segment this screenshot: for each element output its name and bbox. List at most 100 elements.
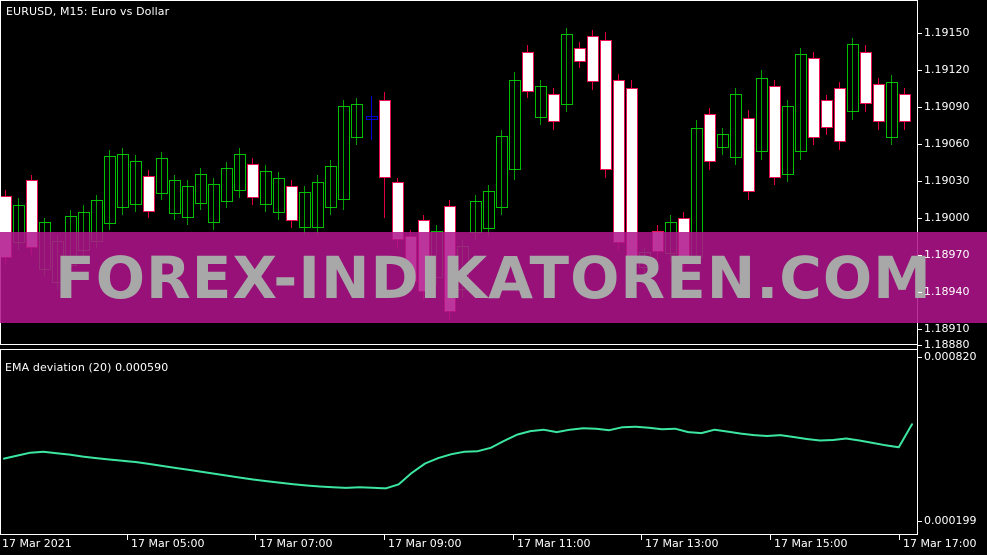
candle-body <box>208 184 220 223</box>
price-axis-tick <box>918 218 922 219</box>
indicator-axis-tick <box>918 521 922 522</box>
candle-body <box>169 180 181 214</box>
candle-body <box>873 84 885 122</box>
watermark-band <box>0 232 987 323</box>
candle-body <box>156 158 168 194</box>
candle-wick <box>722 128 723 155</box>
candle-body <box>587 36 599 82</box>
time-axis-label: 17 Mar 17:00 <box>903 537 977 550</box>
candle-wick <box>735 88 736 165</box>
candle-body <box>496 136 508 208</box>
candle-body <box>600 40 612 170</box>
time-axis-label: 17 Mar 11:00 <box>517 537 591 550</box>
candle-body <box>470 201 482 233</box>
candle-body <box>522 52 534 92</box>
candle-wick <box>891 75 892 145</box>
candle-wick <box>83 205 84 258</box>
candle-wick <box>161 152 162 200</box>
price-axis-tick <box>918 144 922 145</box>
candle-body <box>730 94 742 158</box>
price-axis-label: 1.19060 <box>924 137 970 150</box>
candle-wick <box>200 168 201 210</box>
candle-body <box>509 80 521 170</box>
price-axis-tick <box>918 329 922 330</box>
candle-wick <box>501 130 502 215</box>
candle-wick <box>187 180 188 225</box>
candle-body <box>117 154 129 208</box>
candle-body <box>130 161 142 205</box>
candle-wick <box>304 186 305 235</box>
candle-body <box>379 100 391 178</box>
candle-wick <box>317 175 318 235</box>
candle-body <box>312 182 324 228</box>
time-axis-label: 17 Mar 2021 <box>2 537 72 550</box>
candle-body <box>574 48 586 62</box>
candle-wick <box>265 165 266 212</box>
price-axis-label: 1.18940 <box>924 285 970 298</box>
frame-left-border-lower <box>0 349 1 535</box>
price-pane-title: EURUSD, M15: Euro vs Dollar <box>6 5 170 18</box>
time-axis-tick <box>255 535 256 540</box>
candle-body <box>704 114 716 162</box>
indicator-pane[interactable] <box>1 350 917 534</box>
candle-wick <box>696 120 697 265</box>
candle-body <box>195 174 207 204</box>
candle-body <box>561 34 573 105</box>
candle-body <box>483 191 495 229</box>
candle-wick <box>109 150 110 230</box>
candle-body <box>743 118 755 192</box>
candle-wick <box>135 155 136 212</box>
indicator-axis-label: 0.000199 <box>924 514 977 527</box>
candle-wick <box>213 178 214 230</box>
candle-body <box>756 78 768 152</box>
candle-body <box>143 176 155 212</box>
time-axis-tick <box>513 535 514 540</box>
price-axis-tick <box>918 107 922 108</box>
candle-body <box>886 82 898 138</box>
candle-body <box>821 100 833 128</box>
price-axis-label: 1.18970 <box>924 248 970 261</box>
candle-wick <box>96 195 97 248</box>
candle-wick <box>371 96 372 140</box>
time-axis-tick <box>384 535 385 540</box>
price-axis-label: 1.19120 <box>924 63 970 76</box>
candle-body <box>769 86 781 178</box>
time-axis-tick <box>899 535 900 540</box>
time-axis-label: 17 Mar 13:00 <box>645 537 719 550</box>
candle-wick <box>488 185 489 236</box>
candle-wick <box>761 70 762 160</box>
price-axis-tick <box>918 33 922 34</box>
candle-body <box>548 94 560 122</box>
candle-wick <box>800 48 801 160</box>
price-axis-label: 1.19030 <box>924 174 970 187</box>
candle-wick <box>540 80 541 125</box>
frame-top-border <box>0 0 917 1</box>
indicator-axis-tick <box>918 357 922 358</box>
price-axis-tick <box>918 255 922 256</box>
candle-body <box>535 86 547 118</box>
time-axis-tick <box>770 535 771 540</box>
price-axis-label: 1.19090 <box>924 100 970 113</box>
price-axis-label: 1.19150 <box>924 26 970 39</box>
candle-body <box>182 186 194 218</box>
candle-body <box>795 54 807 152</box>
time-axis-label: 17 Mar 07:00 <box>259 537 333 550</box>
candle-body <box>234 154 246 191</box>
candle-wick <box>18 198 19 250</box>
time-axis-label: 17 Mar 09:00 <box>388 537 462 550</box>
candle-wick <box>122 148 123 215</box>
indicator-pane-title: EMA deviation (20) 0.000590 <box>5 361 169 374</box>
time-axis-tick <box>641 535 642 540</box>
candle-wick <box>566 28 567 112</box>
candle-wick <box>852 38 853 120</box>
price-axis-label: 1.19000 <box>924 211 970 224</box>
candle-body <box>273 178 285 213</box>
candle-body <box>834 88 846 142</box>
candle-body <box>808 58 820 138</box>
candle-body <box>221 168 233 202</box>
candle-body <box>899 94 911 122</box>
candle-wick <box>278 172 279 220</box>
candle-body <box>286 186 298 221</box>
candle-wick <box>239 148 240 198</box>
